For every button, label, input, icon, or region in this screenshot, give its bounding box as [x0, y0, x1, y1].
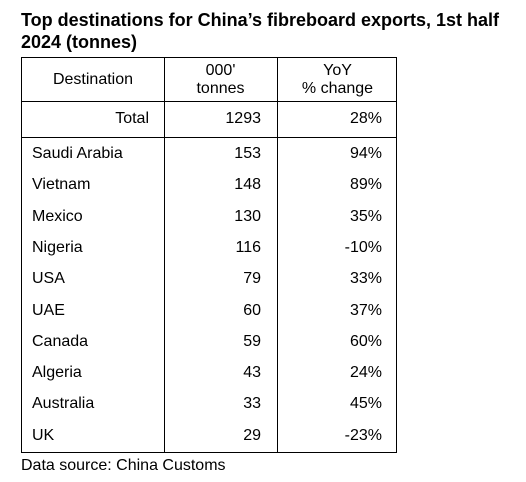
row-yoy-change: 45%: [349, 395, 382, 412]
row-tonnes: 153: [234, 145, 261, 162]
column-divider: [164, 58, 165, 452]
row-tonnes: 116: [235, 239, 261, 256]
row-destination: Nigeria: [32, 239, 83, 256]
total-yoy: 28%: [349, 110, 382, 127]
row-yoy-change: -10%: [344, 239, 382, 256]
row-yoy-change: 37%: [349, 302, 382, 319]
row-yoy-change: 89%: [349, 176, 382, 193]
column-divider: [277, 58, 278, 452]
row-destination: UAE: [32, 302, 65, 319]
row-tonnes: 60: [243, 302, 261, 319]
row-tonnes: 148: [234, 176, 261, 193]
chart-title: Top destinations for China’s fibreboard …: [21, 10, 500, 52]
row-destination: Canada: [32, 333, 89, 350]
header-yoy: YoY % change: [301, 62, 374, 97]
row-destination: UK: [32, 427, 55, 444]
data-source-note: Data source: China Customs: [21, 457, 226, 474]
row-yoy-change: 35%: [349, 208, 382, 225]
row-tonnes: 33: [243, 395, 261, 412]
total-label: Total: [115, 110, 149, 127]
row-destination: Mexico: [32, 208, 83, 225]
data-table: Destination 000' tonnes YoY % change Tot…: [21, 57, 397, 453]
row-yoy-change: 94%: [349, 145, 382, 162]
row-destination: Australia: [32, 395, 95, 412]
total-tonnes: 1293: [225, 110, 261, 127]
row-tonnes: 59: [243, 333, 261, 350]
row-yoy-change: 24%: [349, 364, 382, 381]
row-divider: [22, 137, 396, 138]
row-destination: Algeria: [32, 364, 82, 381]
row-destination: Vietnam: [32, 176, 91, 193]
row-tonnes: 130: [234, 208, 261, 225]
header-destination: Destination: [52, 71, 134, 88]
row-divider: [22, 101, 396, 102]
row-destination: USA: [32, 270, 65, 287]
header-tonnes: 000' tonnes: [196, 62, 245, 97]
row-destination: Saudi Arabia: [32, 145, 123, 162]
row-tonnes: 29: [243, 427, 261, 444]
row-yoy-change: 60%: [349, 333, 382, 350]
row-tonnes: 43: [243, 364, 261, 381]
row-yoy-change: 33%: [349, 270, 382, 287]
row-yoy-change: -23%: [344, 427, 382, 444]
row-tonnes: 79: [243, 270, 261, 287]
